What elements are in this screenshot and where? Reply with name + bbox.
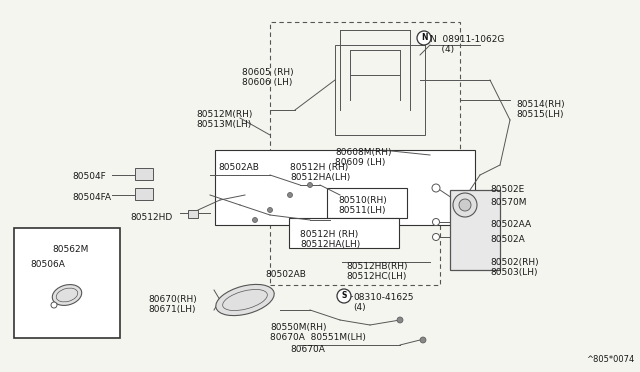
Bar — [14, 228, 120, 338]
Bar — [270, 195, 440, 285]
Circle shape — [433, 218, 440, 225]
Circle shape — [433, 234, 440, 241]
Text: 80512H (RH)
80512HA(LH): 80512H (RH) 80512HA(LH) — [290, 163, 350, 182]
Ellipse shape — [52, 285, 82, 305]
Text: 08310-41625
(4): 08310-41625 (4) — [353, 293, 413, 312]
Bar — [135, 188, 153, 200]
Circle shape — [253, 218, 257, 222]
Text: S: S — [341, 292, 347, 301]
Text: 80502AA: 80502AA — [490, 220, 531, 229]
Circle shape — [51, 302, 57, 308]
Bar — [327, 188, 407, 218]
Text: N: N — [420, 33, 428, 42]
Text: 80504F: 80504F — [72, 172, 106, 181]
Text: 80502AB: 80502AB — [218, 163, 259, 172]
Circle shape — [420, 337, 426, 343]
Bar — [335, 45, 425, 135]
Text: 80550M(RH)
80670A  80551M(LH): 80550M(RH) 80670A 80551M(LH) — [270, 323, 366, 342]
Circle shape — [337, 289, 351, 303]
Circle shape — [287, 192, 292, 198]
Circle shape — [417, 31, 431, 45]
Text: 80502A: 80502A — [490, 235, 525, 244]
Text: 80670(RH)
80671(LH): 80670(RH) 80671(LH) — [148, 295, 196, 314]
Text: ^805*0074: ^805*0074 — [586, 355, 634, 364]
Bar — [450, 190, 500, 270]
Text: 80605 (RH)
80606 (LH): 80605 (RH) 80606 (LH) — [242, 68, 294, 87]
Ellipse shape — [216, 285, 274, 315]
Text: N  08911-1062G
    (4): N 08911-1062G (4) — [430, 35, 504, 54]
Text: 80512M(RH)
80513M(LH): 80512M(RH) 80513M(LH) — [196, 110, 252, 129]
Text: 80570M: 80570M — [490, 198, 527, 207]
Text: 80506A: 80506A — [30, 260, 65, 269]
Text: 80512HD: 80512HD — [130, 213, 172, 222]
Circle shape — [307, 183, 312, 187]
Circle shape — [268, 208, 273, 212]
Text: 80562M: 80562M — [52, 245, 88, 254]
Bar — [215, 150, 475, 225]
Text: 80510(RH)
80511(LH): 80510(RH) 80511(LH) — [338, 196, 387, 215]
Bar — [135, 168, 153, 180]
Bar — [289, 218, 399, 248]
Text: 80504FA: 80504FA — [72, 193, 111, 202]
Text: 80514(RH)
80515(LH): 80514(RH) 80515(LH) — [516, 100, 564, 119]
Text: 80502E: 80502E — [490, 185, 524, 194]
Circle shape — [397, 317, 403, 323]
Text: 80502(RH)
80503(LH): 80502(RH) 80503(LH) — [490, 258, 539, 278]
Circle shape — [453, 193, 477, 217]
Text: 80608M(RH)
80609 (LH): 80608M(RH) 80609 (LH) — [335, 148, 392, 167]
Text: 80670A: 80670A — [290, 345, 325, 354]
Text: 80512HB(RH)
80512HC(LH): 80512HB(RH) 80512HC(LH) — [346, 262, 408, 281]
Text: 80502AB: 80502AB — [265, 270, 306, 279]
Text: 80512H (RH)
80512HA(LH): 80512H (RH) 80512HA(LH) — [300, 230, 360, 249]
Circle shape — [459, 199, 471, 211]
Bar — [188, 210, 198, 218]
Circle shape — [432, 184, 440, 192]
Bar — [270, 22, 460, 192]
